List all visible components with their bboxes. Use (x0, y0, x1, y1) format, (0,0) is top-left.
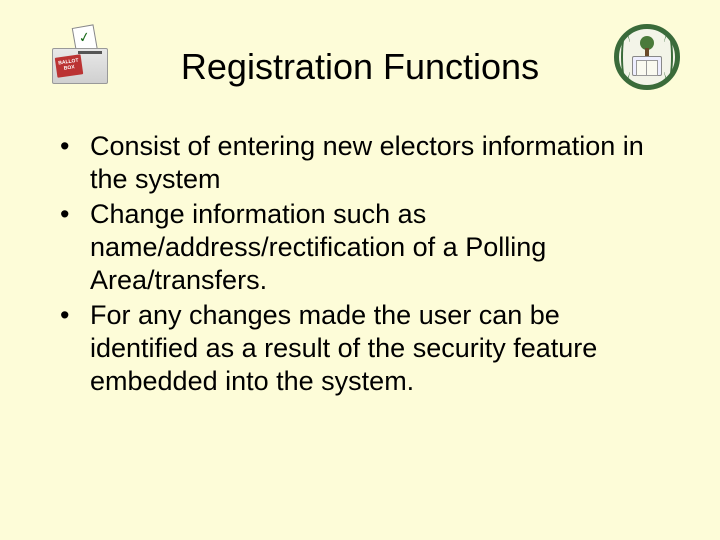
slide-body: Consist of entering new electors informa… (56, 130, 660, 400)
bullet-list: Consist of entering new electors informa… (56, 130, 660, 398)
list-item: For any changes made the user can be ide… (56, 299, 660, 398)
slide-title: Registration Functions (0, 46, 720, 88)
national-seal-icon (614, 24, 680, 90)
list-item: Change information such as name/address/… (56, 198, 660, 297)
slide-header: BALLOT BOX Registration Functions (0, 20, 720, 100)
list-item: Consist of entering new electors informa… (56, 130, 660, 196)
